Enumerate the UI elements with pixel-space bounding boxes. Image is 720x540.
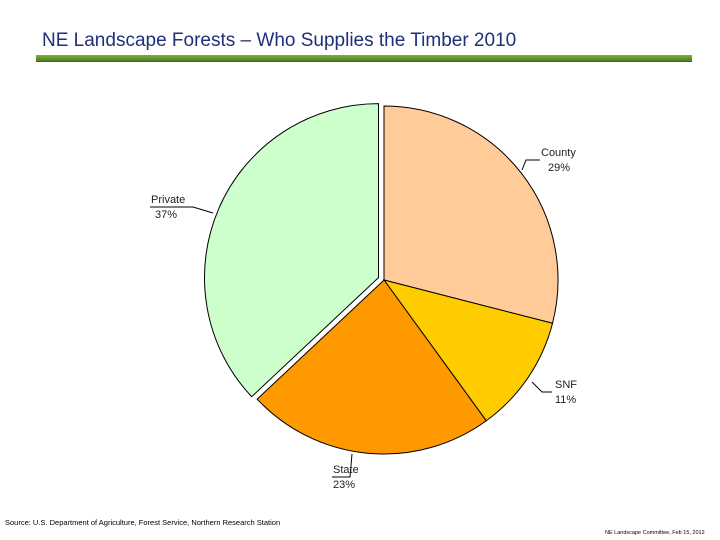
leader-private	[150, 206, 214, 214]
label-county-value: 29%	[548, 162, 570, 174]
leader-snf	[531, 381, 552, 393]
label-state-value: 23%	[333, 479, 355, 491]
source-note: Source: U.S. Department of Agriculture, …	[5, 518, 281, 527]
label-snf-value: 11%	[555, 394, 576, 406]
leader-state	[332, 453, 353, 478]
pie-slice-county	[383, 105, 559, 324]
page-title: NE Landscape Forests – Who Supplies the …	[42, 30, 517, 51]
footer-note: NE Landscape Committee, Feb 15, 2012	[605, 530, 705, 536]
label-snf-name: SNF	[555, 379, 577, 391]
label-private-name: Private	[151, 194, 185, 206]
title-divider	[36, 55, 692, 62]
label-state-name: State	[333, 464, 359, 476]
label-county-name: County	[541, 147, 576, 159]
leader-county	[521, 159, 540, 171]
pie-slice-state	[256, 279, 487, 455]
pie-slice-private	[203, 103, 379, 398]
label-private-value: 37%	[155, 209, 177, 221]
pie-slice-snf	[382, 279, 554, 422]
